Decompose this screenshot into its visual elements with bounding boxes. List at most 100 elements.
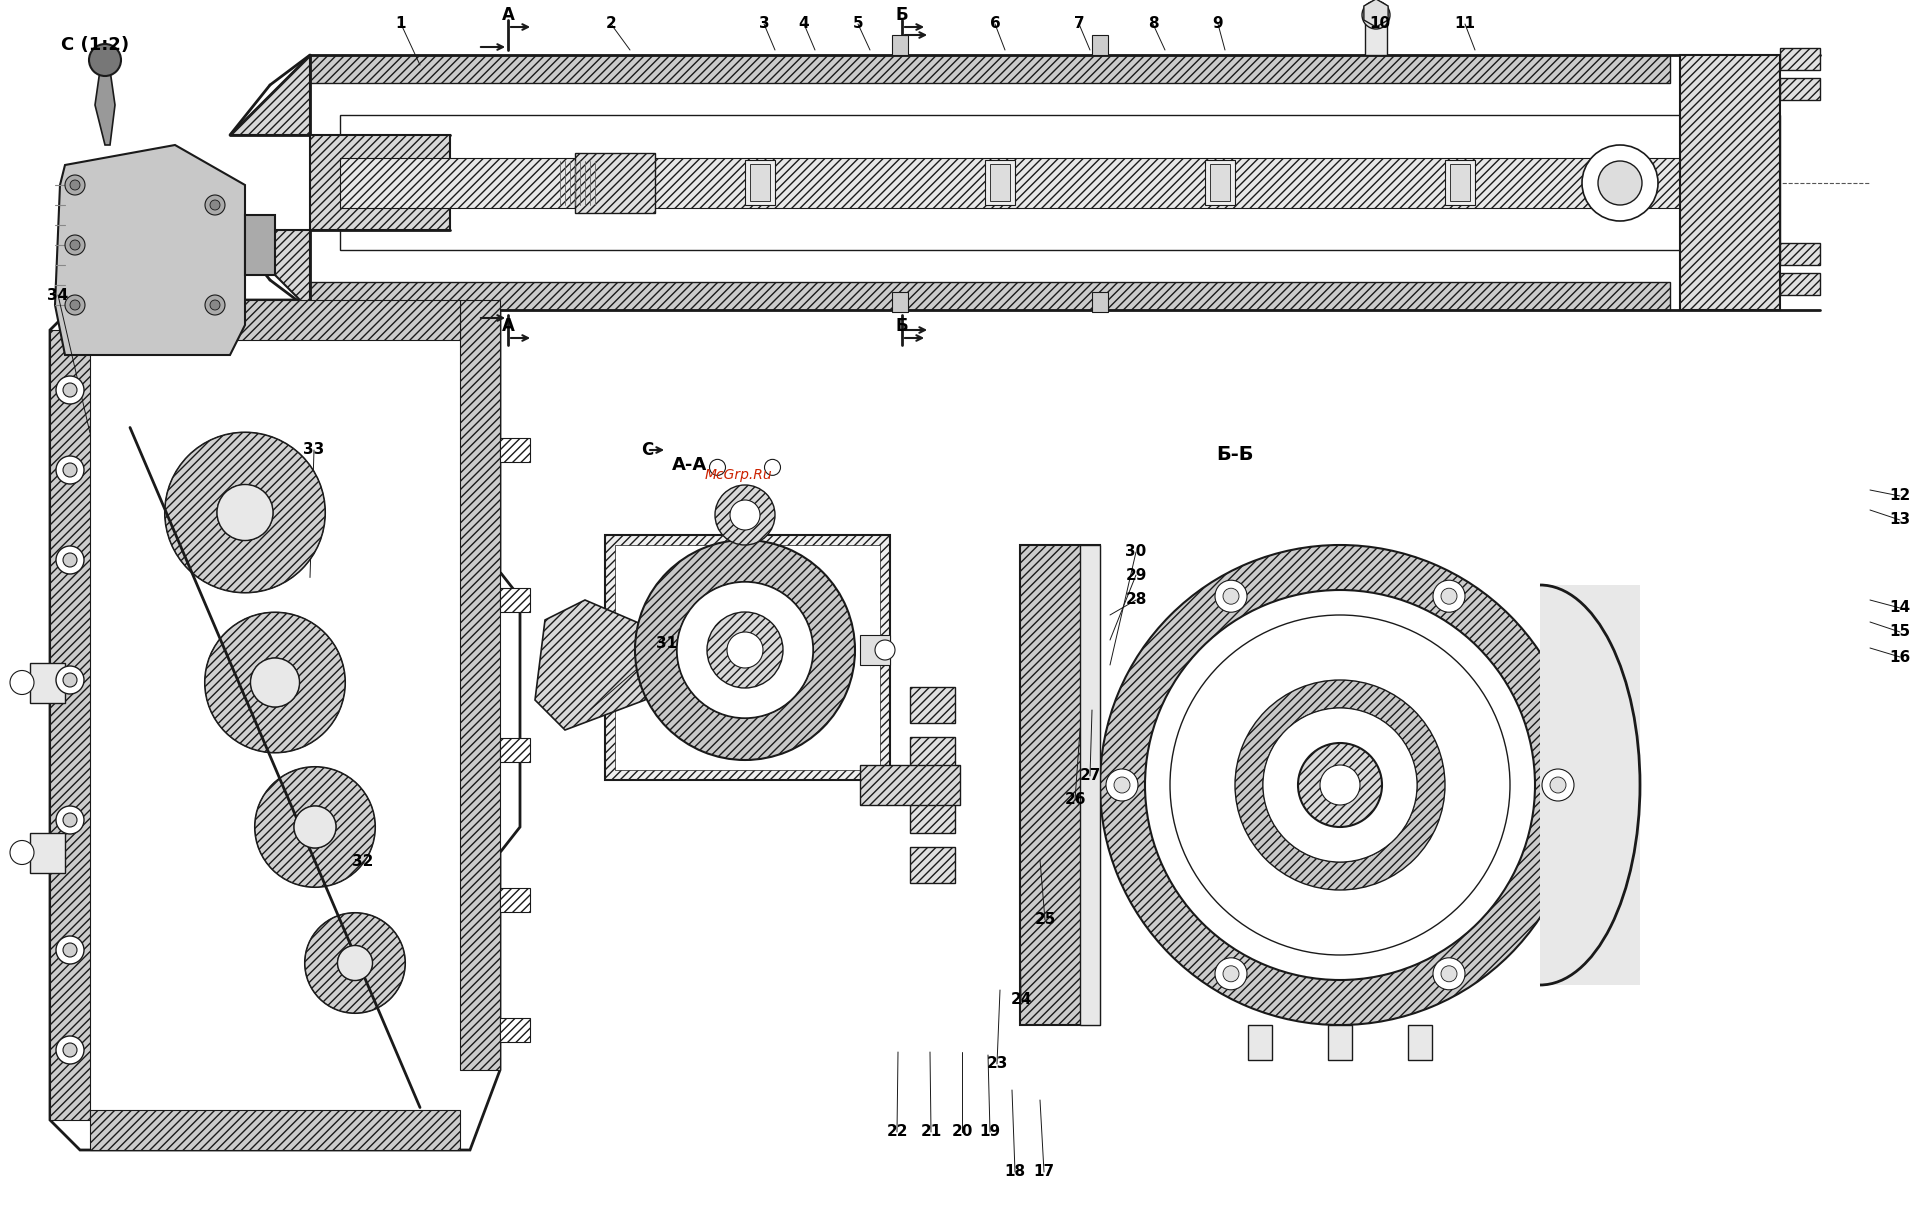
Bar — [910, 847, 956, 883]
Bar — [990, 163, 1010, 201]
Circle shape — [875, 640, 894, 660]
Circle shape — [337, 946, 372, 981]
Circle shape — [1299, 743, 1382, 827]
Circle shape — [56, 806, 85, 834]
Circle shape — [69, 181, 81, 190]
Bar — [339, 115, 1781, 250]
Circle shape — [1224, 588, 1239, 604]
Bar — [1093, 35, 1108, 55]
Circle shape — [64, 1043, 77, 1057]
Text: Б: Б — [896, 317, 908, 336]
Bar — [1781, 78, 1819, 100]
Circle shape — [1441, 966, 1457, 982]
Text: Б-Б: Б-Б — [1216, 445, 1254, 465]
Text: 28: 28 — [1125, 593, 1147, 608]
Text: 29: 29 — [1125, 567, 1147, 582]
Text: 20: 20 — [952, 1125, 973, 1139]
Wedge shape — [636, 540, 856, 760]
Circle shape — [1542, 769, 1574, 802]
Text: 1: 1 — [395, 17, 407, 32]
Circle shape — [56, 936, 85, 964]
Bar — [859, 634, 890, 665]
Bar — [1019, 545, 1100, 1025]
Circle shape — [1216, 581, 1247, 612]
Polygon shape — [536, 600, 655, 730]
Bar — [892, 35, 908, 55]
Bar — [1781, 48, 1819, 70]
Text: 24: 24 — [1010, 993, 1031, 1008]
Circle shape — [1262, 708, 1416, 863]
Circle shape — [204, 195, 225, 215]
Circle shape — [64, 673, 77, 687]
Bar — [1204, 160, 1235, 205]
Circle shape — [66, 235, 85, 255]
Bar — [499, 588, 530, 612]
Text: 25: 25 — [1035, 913, 1056, 927]
Circle shape — [56, 1036, 85, 1064]
Text: С: С — [642, 440, 653, 459]
Circle shape — [730, 500, 759, 529]
Text: 16: 16 — [1888, 649, 1912, 665]
Circle shape — [56, 666, 85, 694]
Bar — [50, 329, 91, 1120]
Bar — [1680, 55, 1781, 310]
Bar — [310, 282, 1671, 310]
Bar — [499, 438, 530, 462]
Circle shape — [1114, 777, 1129, 793]
Circle shape — [10, 841, 35, 865]
Circle shape — [218, 484, 274, 540]
Circle shape — [709, 460, 725, 476]
Text: С (1:2): С (1:2) — [62, 37, 129, 54]
Circle shape — [204, 295, 225, 315]
Circle shape — [64, 464, 77, 477]
Circle shape — [66, 295, 85, 315]
Text: 14: 14 — [1890, 600, 1910, 616]
Wedge shape — [1235, 680, 1445, 891]
Circle shape — [1170, 615, 1511, 955]
Text: 23: 23 — [987, 1057, 1008, 1071]
Circle shape — [1320, 765, 1360, 805]
Circle shape — [166, 433, 326, 593]
Bar — [499, 738, 530, 762]
Text: 34: 34 — [48, 288, 69, 303]
Bar — [1409, 1025, 1432, 1060]
Wedge shape — [254, 767, 376, 887]
Circle shape — [1441, 588, 1457, 604]
Text: А: А — [501, 317, 515, 336]
Circle shape — [1362, 1, 1389, 29]
Bar — [574, 152, 655, 214]
Wedge shape — [1100, 545, 1580, 1025]
Text: 11: 11 — [1455, 17, 1476, 32]
Bar — [245, 215, 276, 274]
Circle shape — [89, 44, 121, 76]
Circle shape — [251, 658, 299, 708]
Bar — [910, 737, 956, 773]
Circle shape — [210, 300, 220, 310]
Circle shape — [1434, 581, 1465, 612]
Text: 31: 31 — [657, 636, 678, 650]
Text: 15: 15 — [1890, 625, 1910, 639]
Circle shape — [1597, 161, 1642, 205]
Bar — [31, 832, 66, 872]
Circle shape — [56, 547, 85, 573]
Circle shape — [1216, 958, 1247, 989]
Text: 22: 22 — [886, 1125, 908, 1139]
Circle shape — [304, 913, 405, 1013]
Circle shape — [1106, 769, 1139, 802]
Bar — [985, 160, 1016, 205]
Polygon shape — [229, 55, 451, 310]
Bar — [892, 292, 908, 312]
Bar — [461, 300, 499, 1070]
Circle shape — [64, 813, 77, 827]
Bar — [1781, 273, 1819, 295]
Circle shape — [715, 486, 775, 545]
Circle shape — [69, 300, 81, 310]
Text: 4: 4 — [798, 17, 809, 32]
Text: 2: 2 — [605, 17, 617, 32]
Circle shape — [56, 376, 85, 404]
Polygon shape — [56, 145, 245, 355]
Text: McGrp.Ru: McGrp.Ru — [703, 468, 773, 482]
Circle shape — [726, 632, 763, 669]
Text: 19: 19 — [979, 1125, 1000, 1139]
Bar — [910, 797, 956, 833]
